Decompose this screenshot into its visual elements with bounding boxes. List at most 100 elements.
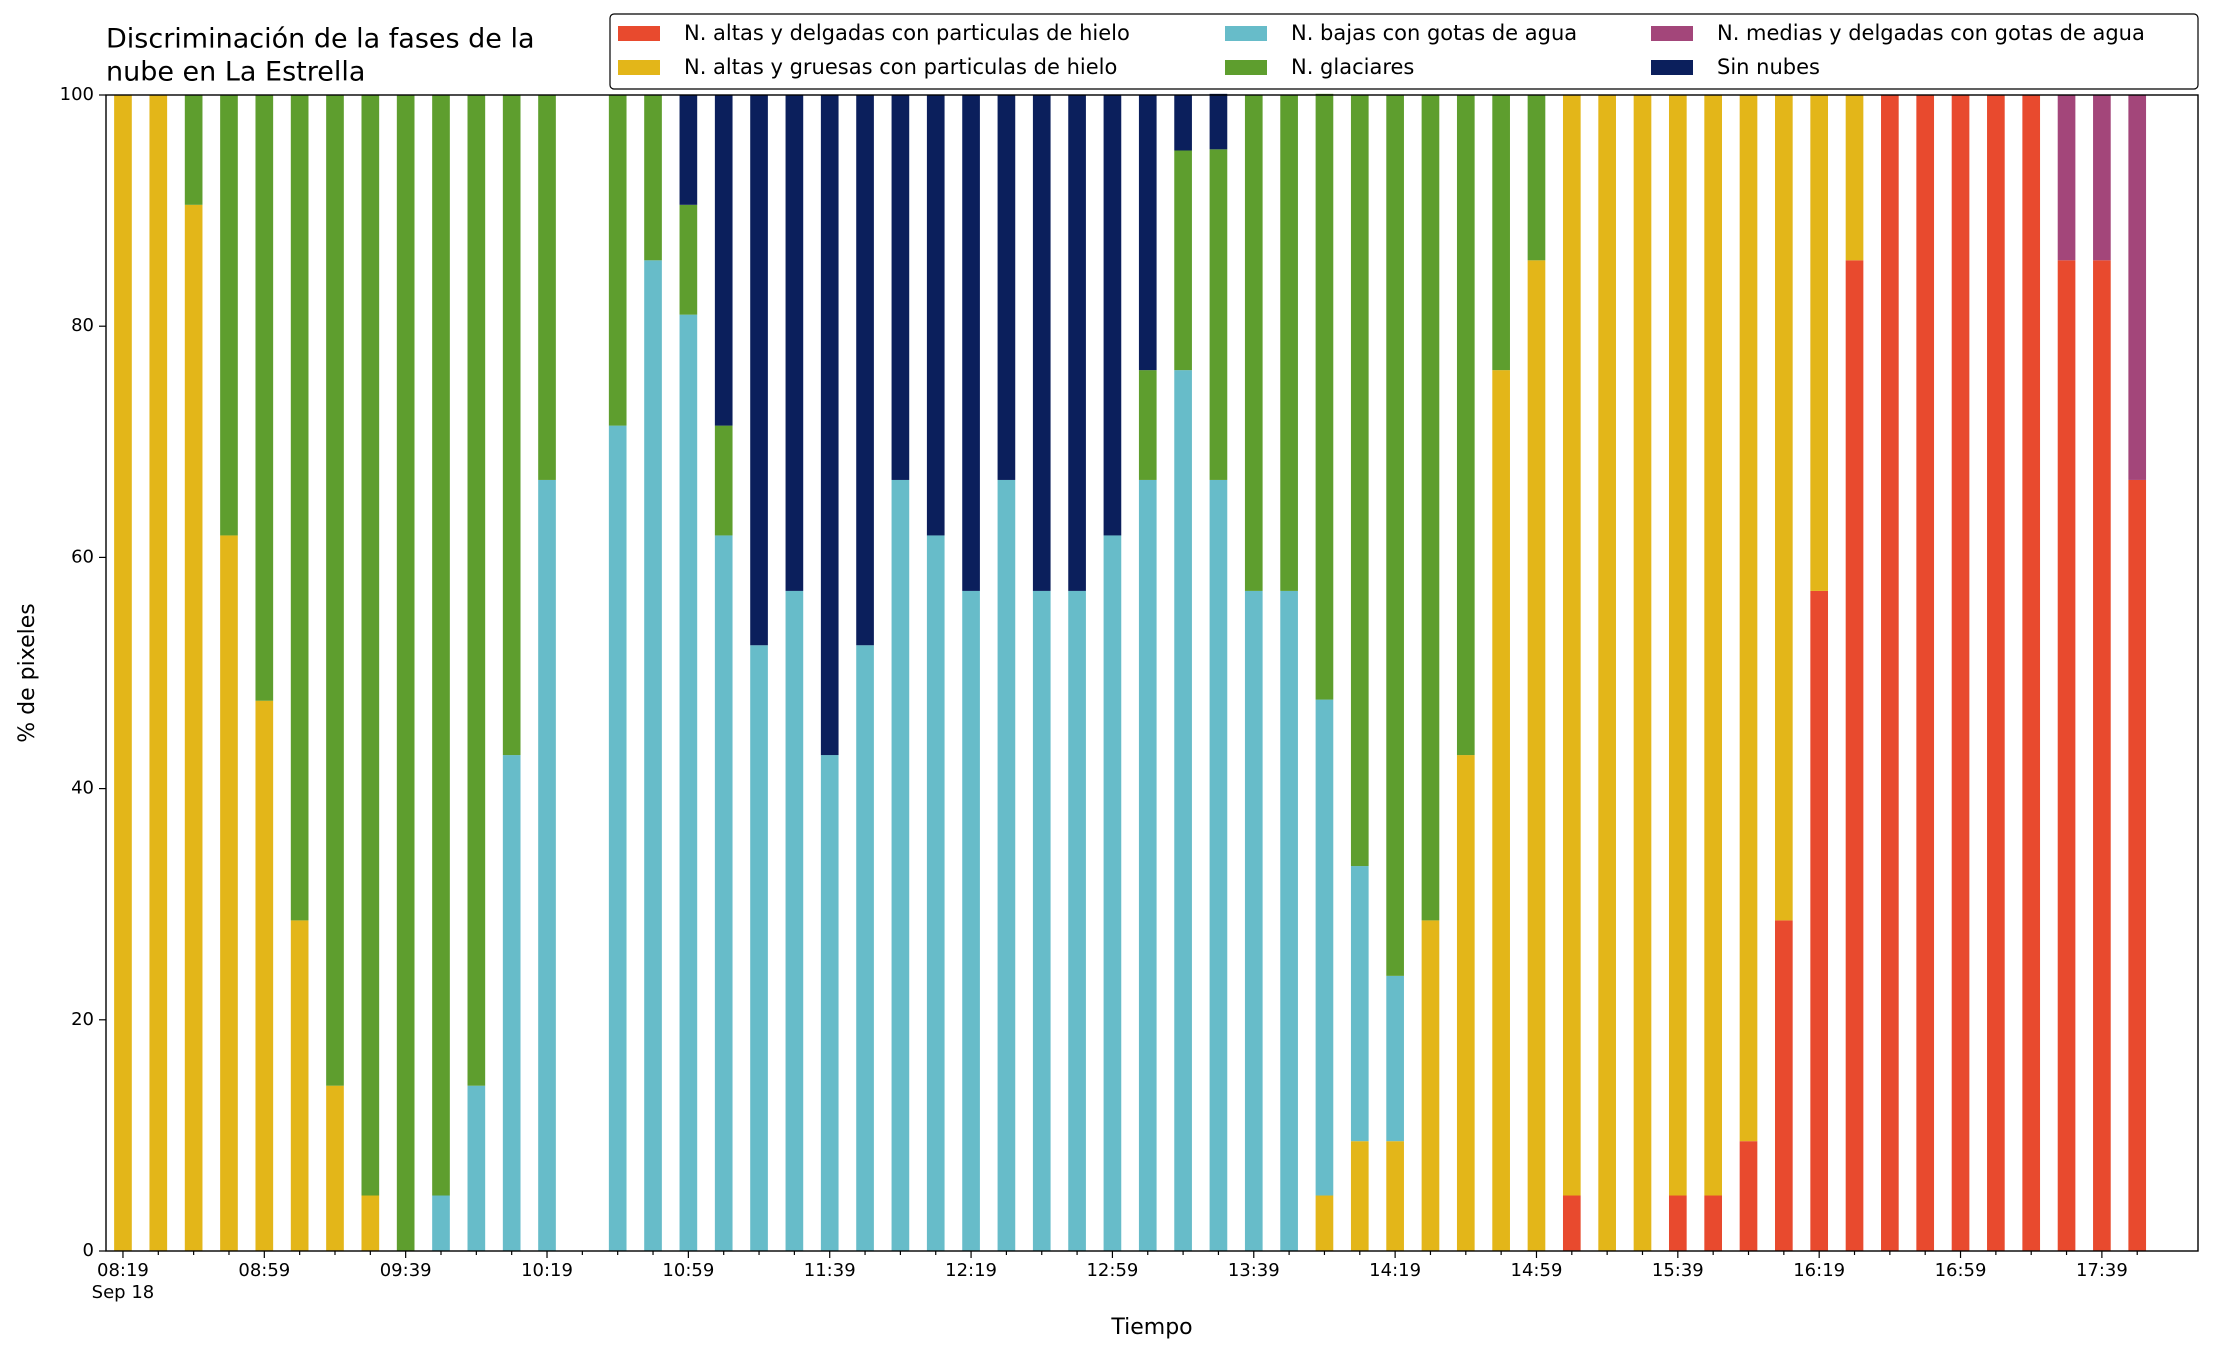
bar-segment bbox=[1951, 95, 1970, 1251]
bar-segment bbox=[2128, 479, 2147, 1251]
bar-segment bbox=[361, 95, 380, 1196]
bar-segment bbox=[1492, 95, 1510, 371]
legend-swatch bbox=[618, 26, 660, 41]
y-tick-label: 100 bbox=[60, 84, 94, 105]
bar-segment bbox=[997, 95, 1016, 480]
bar-segment bbox=[679, 204, 698, 315]
bar-segment bbox=[184, 95, 203, 205]
bar-segment bbox=[1845, 95, 1864, 261]
bar-segment bbox=[1315, 1195, 1334, 1251]
legend-swatch bbox=[1651, 26, 1693, 41]
bar-segment bbox=[644, 95, 662, 261]
bar-segment bbox=[750, 645, 768, 1251]
bar-segment bbox=[1032, 95, 1051, 591]
bar-segment bbox=[538, 95, 556, 480]
x-tick-label: 08:59 bbox=[238, 1260, 290, 1281]
bar-segment bbox=[1138, 370, 1157, 480]
bar-segment bbox=[856, 95, 874, 646]
bar-segment bbox=[1598, 95, 1616, 1251]
bar-segment bbox=[1739, 95, 1758, 1142]
bar-segment bbox=[608, 425, 627, 1252]
x-tick-label: 13:39 bbox=[1228, 1260, 1280, 1281]
bar-segment bbox=[255, 95, 274, 701]
legend-swatch bbox=[618, 60, 660, 75]
bar-segment bbox=[1562, 95, 1581, 1196]
legend-swatch bbox=[1225, 60, 1267, 75]
bar-segment bbox=[1527, 95, 1546, 261]
x-tick-label: 15:39 bbox=[1652, 1260, 1704, 1281]
bar-segment bbox=[1739, 1141, 1758, 1251]
x-tick-label: 12:59 bbox=[1086, 1260, 1138, 1281]
bar-segment bbox=[926, 95, 945, 536]
bar-segment bbox=[1350, 95, 1369, 867]
bar-segment bbox=[1421, 920, 1440, 1251]
bar-segment bbox=[538, 479, 556, 1251]
bar-segment bbox=[1704, 1195, 1722, 1251]
bar-segment bbox=[1633, 95, 1652, 1251]
bar-segment bbox=[1174, 370, 1192, 1251]
bar-segment bbox=[926, 535, 945, 1251]
bar-segment bbox=[1315, 699, 1334, 1196]
bar-segment bbox=[1350, 866, 1369, 1142]
bar-segment bbox=[1350, 1141, 1369, 1251]
bar-segment bbox=[396, 95, 415, 1251]
x-tick-label: 16:19 bbox=[1793, 1260, 1845, 1281]
bar-segment bbox=[1456, 755, 1475, 1251]
bar-segment bbox=[2057, 260, 2076, 1252]
y-tick-label: 60 bbox=[71, 546, 94, 567]
bar-segment bbox=[1103, 535, 1122, 1251]
bar-segment bbox=[1987, 95, 2005, 1251]
bar-segment bbox=[891, 479, 910, 1251]
bar-segment bbox=[1209, 479, 1228, 1251]
bar-segment bbox=[1704, 95, 1722, 1196]
y-tick-label: 20 bbox=[71, 1009, 94, 1030]
bar-segment bbox=[1174, 95, 1192, 151]
bar-segment bbox=[2022, 95, 2041, 1251]
bar-segment bbox=[679, 95, 698, 205]
legend-label: N. glaciares bbox=[1291, 55, 1414, 79]
legend-swatch bbox=[1651, 60, 1693, 75]
x-tick-label: 10:19 bbox=[521, 1260, 573, 1281]
bar-segment bbox=[1810, 590, 1829, 1251]
bar-segment bbox=[856, 645, 874, 1251]
bar-segment bbox=[1916, 95, 1935, 1251]
bar-segment bbox=[1386, 95, 1404, 976]
bar-segment bbox=[608, 95, 627, 426]
bar-segment bbox=[1527, 260, 1546, 1252]
bar-segment bbox=[1209, 149, 1228, 480]
legend-label: N. altas y delgadas con particulas de hi… bbox=[684, 21, 1130, 45]
bar-segment bbox=[785, 95, 804, 591]
bar-segment bbox=[326, 95, 344, 1086]
bar-segment bbox=[714, 425, 733, 536]
x-tick-label: 10:59 bbox=[662, 1260, 714, 1281]
y-tick-label: 80 bbox=[71, 315, 94, 336]
bar-segment bbox=[1280, 95, 1298, 591]
y-tick-label: 0 bbox=[83, 1240, 94, 1261]
bar-segment bbox=[2057, 95, 2076, 261]
bar-segment bbox=[1775, 95, 1793, 921]
x-date-label: Sep 18 bbox=[92, 1282, 155, 1303]
bar-segment bbox=[1244, 590, 1263, 1251]
chart-title: Discriminación de la fases de la bbox=[106, 24, 535, 55]
bar-segment bbox=[714, 535, 733, 1251]
bar-segment bbox=[1103, 95, 1122, 536]
bar-segment bbox=[1421, 95, 1440, 921]
bar-segment bbox=[1810, 95, 1829, 591]
bar-segment bbox=[750, 95, 768, 646]
legend-label: N. bajas con gotas de agua bbox=[1291, 21, 1577, 45]
bar-segment bbox=[1881, 95, 1899, 1251]
x-tick-label: 08:19 bbox=[97, 1260, 149, 1281]
bar-segment bbox=[1775, 920, 1793, 1251]
bar-segment bbox=[1315, 93, 1334, 700]
bar-segment bbox=[290, 920, 309, 1251]
bar-segment bbox=[1138, 95, 1157, 371]
bar-segment bbox=[2093, 95, 2111, 261]
bar-segment bbox=[220, 95, 238, 536]
x-tick-label: 12:19 bbox=[945, 1260, 997, 1281]
bar-segment bbox=[1068, 590, 1086, 1251]
bar-segment bbox=[361, 1195, 380, 1251]
bar-segment bbox=[1280, 590, 1298, 1251]
bar-segment bbox=[432, 1195, 450, 1251]
bar-segment bbox=[1068, 95, 1086, 591]
bar-segment bbox=[1845, 260, 1864, 1252]
